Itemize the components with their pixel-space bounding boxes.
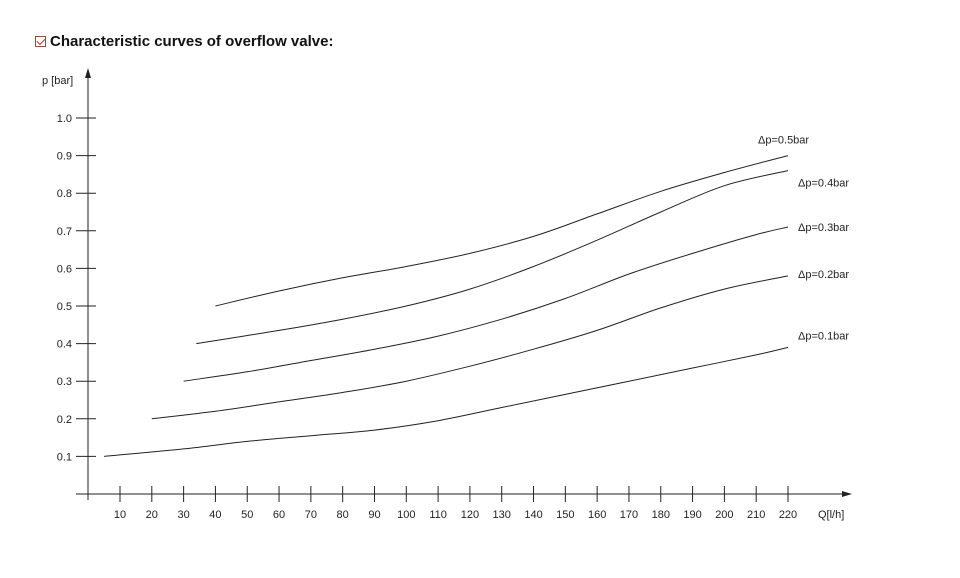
- axes: 0.1 0.2 0.3 0.4 0.5 0.6 0.7 0.8 0.9 1.0 p [bar] 10 2…: [42, 68, 852, 521]
- x-tick-label: 200: [715, 509, 733, 521]
- y-tick-label: 0.9: [57, 151, 72, 163]
- x-tick-label: 80: [337, 509, 349, 521]
- series-label: Δp=0.2bar: [798, 269, 849, 281]
- x-tick-label: 150: [556, 509, 574, 521]
- series-line: [215, 155, 789, 307]
- x-tick-label: 180: [652, 509, 670, 521]
- x-tick-label: 10: [114, 509, 126, 521]
- y-axis-arrow: [85, 68, 91, 78]
- y-tick-label: 0.2: [57, 414, 72, 426]
- series-line: [151, 275, 789, 420]
- series-label: Δp=0.4bar: [798, 178, 849, 190]
- x-axis-label: Q[l/h]: [818, 509, 844, 521]
- x-tick-label: 20: [146, 509, 158, 521]
- y-tick-label: 0.4: [57, 339, 72, 351]
- x-tick-label: 100: [397, 509, 415, 521]
- series-line: [104, 346, 789, 457]
- x-tick-label: 30: [177, 509, 189, 521]
- x-tick-label: 50: [241, 509, 253, 521]
- x-tick-label: 70: [305, 509, 317, 521]
- x-tick-label: 60: [273, 509, 285, 521]
- x-tick-label: 160: [588, 509, 606, 521]
- y-axis-label: p [bar]: [42, 75, 73, 87]
- checkbox-icon: [35, 36, 46, 47]
- y-tick-label: 0.8: [57, 188, 72, 200]
- series-label: Δp=0.1bar: [798, 330, 849, 342]
- x-tick-label: 190: [683, 509, 701, 521]
- y-tick-label: 1.0: [57, 113, 72, 125]
- x-axis-arrow: [842, 491, 852, 497]
- x-tick-label: 40: [209, 509, 221, 521]
- x-tick-label: 130: [493, 509, 511, 521]
- x-tick-label: 120: [461, 509, 479, 521]
- y-tick-label: 0.6: [57, 263, 72, 275]
- series-labels: Δp=0.5bar Δp=0.4bar Δp=0.3bar Δp=0.2bar Δp=0…: [758, 135, 849, 343]
- series-label: Δp=0.5bar: [758, 135, 809, 147]
- x-tick-label: 110: [429, 509, 447, 521]
- y-tick-label: 0.5: [57, 301, 72, 313]
- x-tick-label: 170: [620, 509, 638, 521]
- x-tick-label: 220: [779, 509, 797, 521]
- chart-title-row: Characteristic curves of overflow valve:: [35, 33, 333, 50]
- chart-title: Characteristic curves of overflow valve:: [50, 33, 334, 50]
- series-line: [196, 170, 789, 345]
- series-label: Δp=0.3bar: [798, 222, 849, 234]
- x-tick-label: 210: [747, 509, 765, 521]
- series-line: [183, 226, 789, 382]
- y-tick-label: 0.1: [57, 451, 72, 463]
- y-tick-label: 0.7: [57, 226, 72, 238]
- x-tick-label: 90: [368, 509, 380, 521]
- series-lines: [104, 155, 789, 457]
- x-tick-label: 140: [524, 509, 542, 521]
- y-tick-label: 0.3: [57, 376, 72, 388]
